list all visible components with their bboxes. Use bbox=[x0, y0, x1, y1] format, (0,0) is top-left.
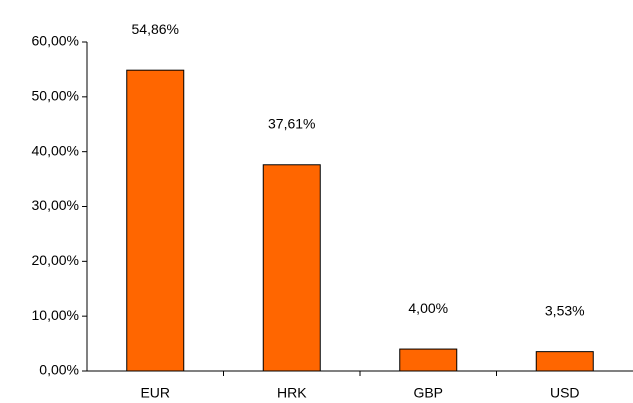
y-tick-label: 20,00% bbox=[32, 252, 79, 268]
bar bbox=[399, 348, 458, 372]
y-tick-label: 40,00% bbox=[32, 142, 79, 158]
y-tick-label: 10,00% bbox=[32, 307, 79, 323]
x-tick-label: HRK bbox=[277, 385, 307, 401]
data-label: 3,53% bbox=[545, 302, 585, 318]
x-tick-label: EUR bbox=[140, 385, 170, 401]
y-tick-label: 30,00% bbox=[32, 197, 79, 213]
y-tick-label: 60,00% bbox=[32, 33, 79, 49]
bar bbox=[262, 164, 321, 372]
x-tick-label: USD bbox=[550, 385, 580, 401]
data-label: 54,86% bbox=[132, 21, 179, 37]
data-label: 37,61% bbox=[268, 115, 315, 131]
data-label: 4,00% bbox=[408, 300, 448, 316]
bar bbox=[535, 351, 594, 372]
x-tick-label: GBP bbox=[413, 385, 443, 401]
bar bbox=[126, 69, 185, 372]
y-tick-label: 50,00% bbox=[32, 88, 79, 104]
y-tick-label: 0,00% bbox=[39, 362, 79, 378]
